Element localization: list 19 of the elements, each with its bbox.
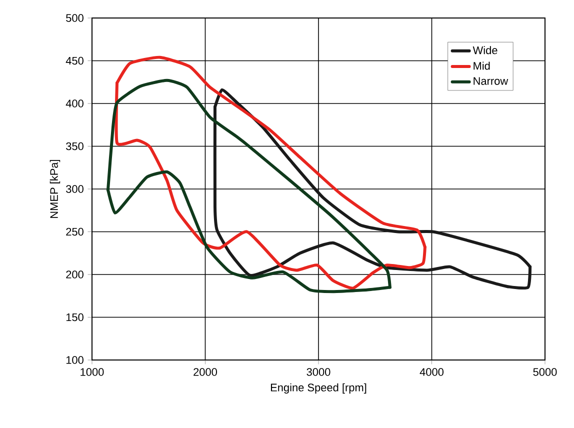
y-tick-label: 450 (66, 56, 84, 65)
x-axis-title: Engine Speed [rpm] (270, 383, 366, 394)
y-tick-label: 350 (66, 142, 84, 150)
x-tick-label: 3000 (306, 368, 330, 376)
y-tick-label: 400 (66, 100, 84, 108)
y-tick-label: 300 (66, 185, 84, 193)
y-tick-label: 150 (66, 313, 84, 322)
legend-label: Wide (472, 46, 498, 54)
y-tick-label: 500 (66, 14, 84, 22)
y-axis-title: NMEP [kPa] (50, 160, 60, 218)
y-tick-label: 100 (66, 356, 84, 364)
legend-label: Mid (474, 62, 490, 70)
y-tick-label: 200 (66, 270, 84, 278)
legend-label: Narrow (474, 77, 508, 85)
x-tick-label: 2000 (194, 368, 217, 376)
x-tick-label: 4000 (420, 368, 444, 376)
x-tick-label: 1000 (80, 368, 104, 376)
x-tick-label: 5000 (533, 368, 557, 376)
y-tick-label: 250 (66, 228, 84, 236)
